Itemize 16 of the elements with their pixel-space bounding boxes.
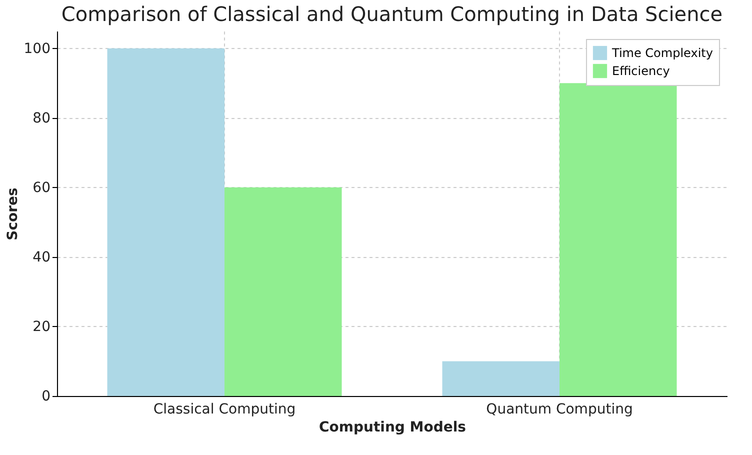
- y-tick-label: 60: [32, 180, 50, 196]
- y-tick-label: 100: [24, 40, 50, 57]
- y-axis-title: Scores: [4, 188, 21, 240]
- y-tick-label: 20: [32, 318, 50, 335]
- x-tick-label: Quantum Computing: [486, 402, 633, 418]
- bar: [442, 361, 560, 396]
- y-tick-label: 80: [32, 110, 50, 126]
- x-axis-title: Computing Models: [318, 420, 466, 436]
- legend-label: Time Complexity: [611, 46, 713, 60]
- chart-title: Comparison of Classical and Quantum Computing in Data Science: [61, 2, 723, 26]
- bar: [224, 187, 342, 396]
- x-tick-label: Classical Computing: [153, 402, 296, 418]
- y-tick-label: 0: [42, 388, 50, 404]
- bar: [107, 48, 224, 396]
- legend-label: Efficiency: [612, 64, 670, 78]
- y-tick-label: 40: [32, 249, 50, 266]
